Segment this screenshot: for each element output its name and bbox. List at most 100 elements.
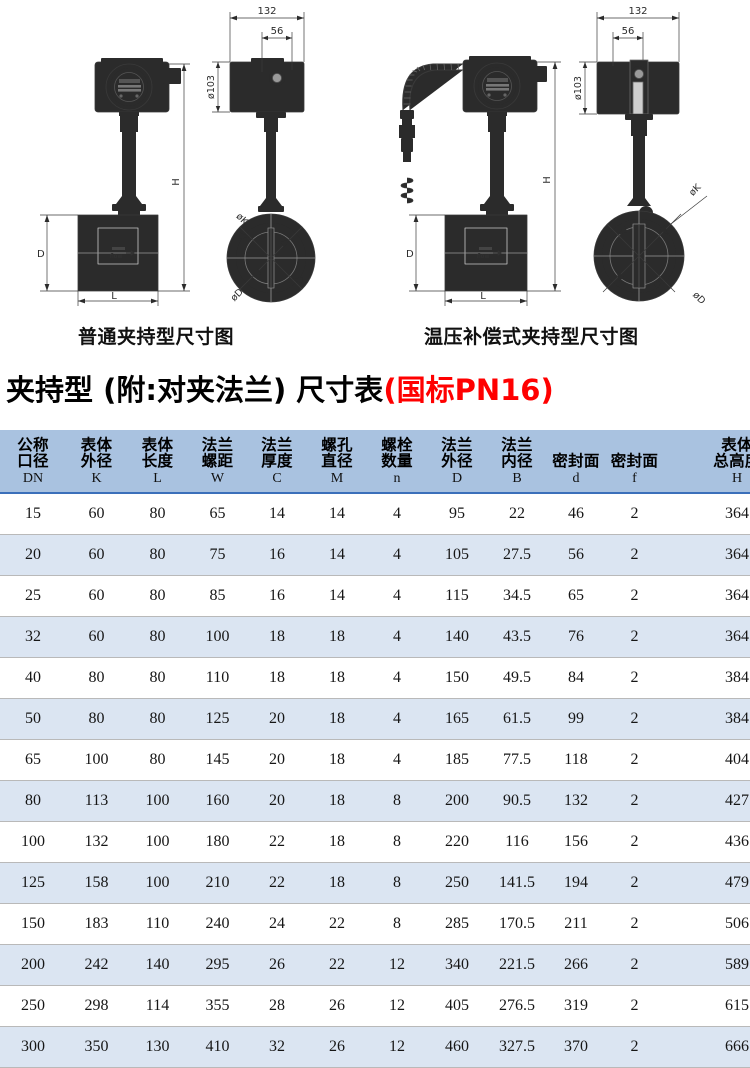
table-title: 夹持型 (附:对夹法兰) 尺寸表 (国标PN16) bbox=[6, 370, 750, 410]
cell-B: 61.5 bbox=[487, 698, 547, 740]
cell-d: 211 bbox=[547, 903, 605, 945]
cell-K: 100 bbox=[66, 739, 127, 781]
cell-f: 2 bbox=[605, 985, 664, 1027]
cell-f: 2 bbox=[605, 492, 664, 535]
cell-M: 18 bbox=[307, 657, 367, 699]
cell-f: 2 bbox=[605, 821, 664, 863]
dim-label-132: 132 bbox=[628, 6, 647, 17]
cell-B: 27.5 bbox=[487, 534, 547, 576]
dim-label-D: D bbox=[37, 249, 45, 260]
cell-B: 276.5 bbox=[487, 985, 547, 1027]
cell-H: 364 bbox=[664, 534, 750, 576]
dimension-o103-compensated: ø103 bbox=[573, 61, 597, 115]
cell-M: 18 bbox=[307, 821, 367, 863]
cell-M: 14 bbox=[307, 492, 367, 535]
cell-C: 22 bbox=[247, 821, 307, 863]
cell-W: 240 bbox=[188, 903, 247, 945]
column-header-line2: 外径 bbox=[80, 452, 113, 470]
table-row: 80 113 100 160 20 18 8 200 90.5 132 2 427 bbox=[0, 780, 750, 822]
cell-W: 160 bbox=[188, 780, 247, 822]
cell-n: 12 bbox=[367, 1026, 427, 1068]
cell-L: 140 bbox=[127, 944, 188, 986]
cell-C: 20 bbox=[247, 739, 307, 781]
cell-f: 2 bbox=[605, 739, 664, 781]
column-header-symbol: B bbox=[512, 471, 522, 487]
cell-K: 132 bbox=[66, 821, 127, 863]
cell-C: 20 bbox=[247, 780, 307, 822]
table-row: 125 158 100 210 22 18 8 250 141.5 194 2 479 bbox=[0, 862, 750, 904]
cell-d: 76 bbox=[547, 616, 605, 658]
cell-H: 384 bbox=[664, 657, 750, 699]
column-header-L: 表体 长度 L bbox=[127, 430, 188, 494]
cell-D: 250 bbox=[427, 862, 487, 904]
cell-L: 80 bbox=[127, 575, 188, 617]
table-row: 100 132 100 180 22 18 8 220 116 156 2 436 bbox=[0, 821, 750, 863]
dimension-H-compensated: H bbox=[527, 61, 561, 292]
column-header-line1: 法兰 bbox=[501, 435, 533, 454]
column-header-DN: 公称 口径 DN bbox=[0, 430, 66, 494]
cell-L: 100 bbox=[127, 821, 188, 863]
dim-label-56: 56 bbox=[622, 26, 635, 37]
dimension-L-compensated: L bbox=[444, 291, 528, 306]
cell-W: 355 bbox=[188, 985, 247, 1027]
cell-DN: 125 bbox=[0, 862, 66, 904]
dimension-132-standard: 132 bbox=[229, 6, 305, 62]
cell-H: 364 bbox=[664, 492, 750, 535]
column-header-line2: 口径 bbox=[17, 452, 49, 470]
cell-n: 8 bbox=[367, 780, 427, 822]
column-header-line1: 法兰 bbox=[261, 435, 293, 454]
cell-H: 589 bbox=[664, 944, 750, 986]
column-header-line1: 表体 bbox=[141, 435, 174, 454]
dimension-D-standard: D bbox=[37, 214, 78, 292]
dim-label-H: H bbox=[171, 178, 182, 186]
cell-n: 4 bbox=[367, 492, 427, 535]
dim-label-56: 56 bbox=[271, 26, 284, 37]
dim-label-L: L bbox=[480, 291, 486, 302]
dimension-o103-standard: ø103 bbox=[206, 61, 230, 113]
cell-C: 24 bbox=[247, 903, 307, 945]
cell-M: 26 bbox=[307, 985, 367, 1027]
column-header-B: 法兰 内径 B bbox=[487, 430, 547, 494]
cell-K: 60 bbox=[66, 492, 127, 535]
cell-L: 100 bbox=[127, 862, 188, 904]
cell-W: 410 bbox=[188, 1026, 247, 1068]
cell-DN: 25 bbox=[0, 575, 66, 617]
cell-C: 18 bbox=[247, 657, 307, 699]
column-header-line2: 密封面 bbox=[552, 452, 600, 470]
cell-K: 242 bbox=[66, 944, 127, 986]
cell-D: 105 bbox=[427, 534, 487, 576]
table-header: 公称 口径 DN 表体 外径 K 表体 长度 L 法兰 螺距 W 法兰 厚度 C 螺孔 直径 M 螺栓 数量 n 法兰 外径… bbox=[0, 430, 750, 494]
cell-f: 2 bbox=[605, 698, 664, 740]
column-header-D: 法兰 外径 D bbox=[427, 430, 487, 494]
cell-D: 405 bbox=[427, 985, 487, 1027]
cell-K: 158 bbox=[66, 862, 127, 904]
cell-M: 18 bbox=[307, 698, 367, 740]
cell-B: 141.5 bbox=[487, 862, 547, 904]
cell-D: 285 bbox=[427, 903, 487, 945]
cell-B: 170.5 bbox=[487, 903, 547, 945]
cell-K: 60 bbox=[66, 534, 127, 576]
dim-label-H: H bbox=[542, 176, 553, 184]
cell-W: 110 bbox=[188, 657, 247, 699]
dim-label-L: L bbox=[111, 291, 117, 302]
column-header-line1: 法兰 bbox=[441, 435, 473, 454]
cell-d: 370 bbox=[547, 1026, 605, 1068]
dimension-spec-table: 公称 口径 DN 表体 外径 K 表体 长度 L 法兰 螺距 W 法兰 厚度 C 螺孔 直径 M 螺栓 数量 n 法兰 外径… bbox=[0, 430, 750, 1068]
column-header-symbol: D bbox=[451, 471, 463, 487]
column-header-symbol: n bbox=[393, 471, 401, 487]
cell-f: 2 bbox=[605, 534, 664, 576]
cell-L: 80 bbox=[127, 492, 188, 535]
table-row: 300 350 130 410 32 26 12 460 327.5 370 2 666 bbox=[0, 1026, 750, 1068]
column-header-symbol: d bbox=[572, 471, 580, 487]
cell-H: 615 bbox=[664, 985, 750, 1027]
cell-f: 2 bbox=[605, 657, 664, 699]
dimension-D-compensated: D bbox=[406, 214, 445, 292]
column-header-symbol: H bbox=[731, 471, 743, 487]
dimension-56-standard: 56 bbox=[261, 26, 293, 72]
column-header-line2: 厚度 bbox=[261, 452, 293, 470]
technical-drawings: flow H bbox=[0, 0, 750, 318]
cell-n: 4 bbox=[367, 575, 427, 617]
column-header-f: 密封面 f bbox=[605, 430, 664, 494]
cell-C: 14 bbox=[247, 492, 307, 535]
cell-B: 116 bbox=[487, 821, 547, 863]
